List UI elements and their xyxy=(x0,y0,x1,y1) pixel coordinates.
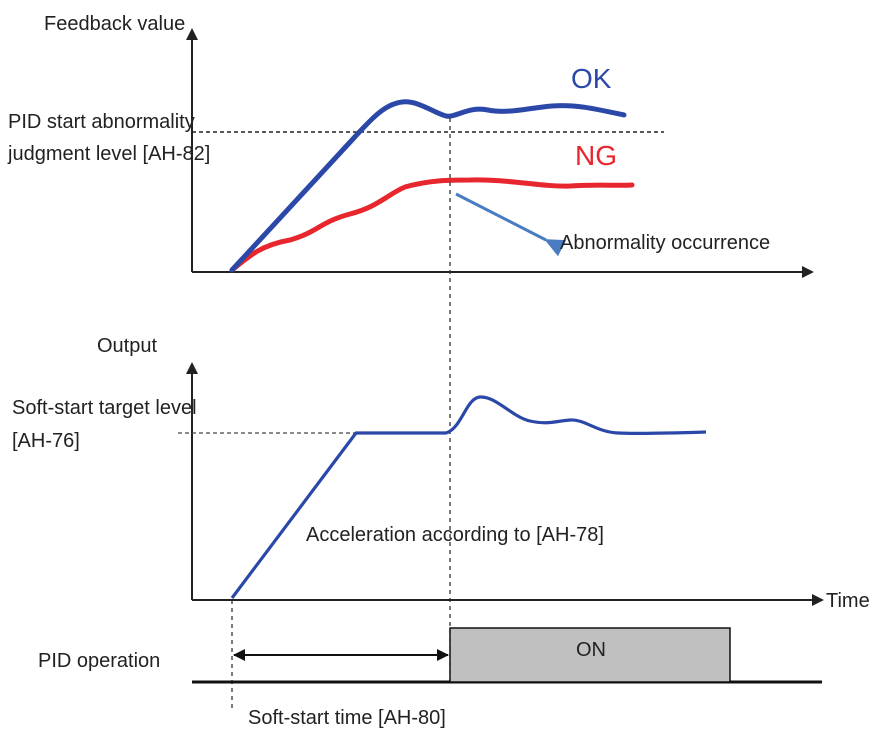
pid-operation-label: PID operation xyxy=(38,650,160,672)
soft-start-time-label: Soft-start time [AH-80] xyxy=(248,707,446,729)
threshold-label-line1: PID start abnormality xyxy=(8,111,195,133)
ng-label: NG xyxy=(575,140,617,171)
pid-on-label: ON xyxy=(576,639,606,661)
ok-label: OK xyxy=(571,63,612,94)
abnormality-annotation: Abnormality occurrence xyxy=(560,232,770,254)
output-curve xyxy=(230,395,707,599)
feedback-chart: Feedback value PID start abnormality jud… xyxy=(7,13,814,278)
output-y-axis-label: Output xyxy=(97,335,157,357)
acceleration-label: Acceleration according to [AH-78] xyxy=(306,524,604,546)
pid-operation-timeline: PID operation ON Soft-start time [AH-80] xyxy=(38,627,822,729)
ng-curve xyxy=(229,177,635,273)
ok-curve xyxy=(229,99,627,273)
target-label-line1: Soft-start target level xyxy=(12,397,197,419)
target-label-line2: [AH-76] xyxy=(12,430,80,452)
output-chart: Output Time Soft-start target level [AH-… xyxy=(12,335,870,612)
abnormality-arrow xyxy=(455,192,567,257)
threshold-label-line2: judgment level [AH-82] xyxy=(7,143,210,165)
pid-on-block xyxy=(449,627,731,683)
feedback-y-axis-label: Feedback value xyxy=(44,13,185,35)
time-axis-label: Time xyxy=(826,590,870,612)
